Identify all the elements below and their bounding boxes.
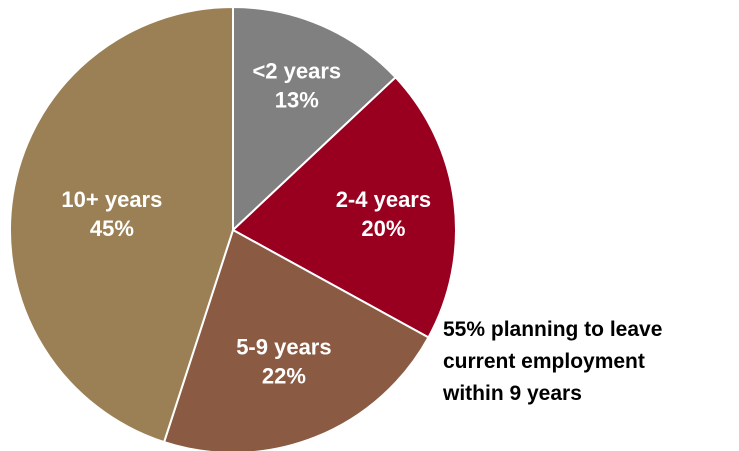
- pie-slice-2-years: [232, 6, 397, 231]
- slice-value-label: 13%: [275, 88, 319, 113]
- chart-annotation: 55% planning to leave current employment…: [443, 314, 735, 410]
- annotation-line-2: current employment: [443, 350, 645, 373]
- slice-category-label: 5-9 years: [236, 335, 331, 360]
- slice-category-label: 2-4 years: [336, 187, 431, 212]
- annotation-line-3: within 9 years: [443, 382, 582, 405]
- pie-slice-labels: <2 years 13% 2-4 years 20% 5-9 years 22% 10+ y…: [61, 59, 431, 389]
- slice-value-label: 22%: [262, 364, 306, 389]
- slice-category-label: 10+ years: [61, 187, 162, 212]
- slice-value-label: 20%: [361, 216, 405, 241]
- pie-slice-5-9-years: [163, 229, 430, 451]
- slice-value-label: 45%: [90, 216, 134, 241]
- pie-slices: [9, 6, 457, 451]
- annotation-line-1: 55% planning to leave: [443, 318, 663, 341]
- pie-slice-2-4-years: [232, 76, 457, 339]
- pie-slice-10-years: [9, 6, 234, 444]
- slice-category-label: <2 years: [252, 59, 341, 84]
